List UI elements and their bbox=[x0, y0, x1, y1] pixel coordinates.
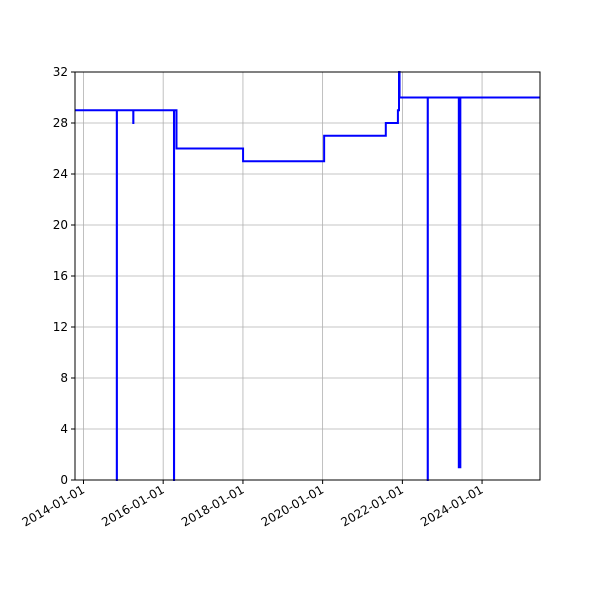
y-tick-label: 12 bbox=[53, 320, 68, 334]
y-tick-label: 32 bbox=[53, 65, 68, 79]
y-tick-label: 24 bbox=[53, 167, 68, 181]
grid-lines bbox=[75, 71, 540, 481]
y-tick-label: 4 bbox=[60, 422, 68, 436]
y-tick-label: 28 bbox=[53, 116, 68, 130]
y-tick-label: 16 bbox=[53, 269, 68, 283]
y-axis: 0 4 8 12 16 20 24 28 32 bbox=[53, 65, 75, 487]
y-tick-label: 8 bbox=[60, 371, 68, 385]
y-tick-label: 0 bbox=[60, 473, 68, 487]
y-tick-label: 20 bbox=[53, 218, 68, 232]
